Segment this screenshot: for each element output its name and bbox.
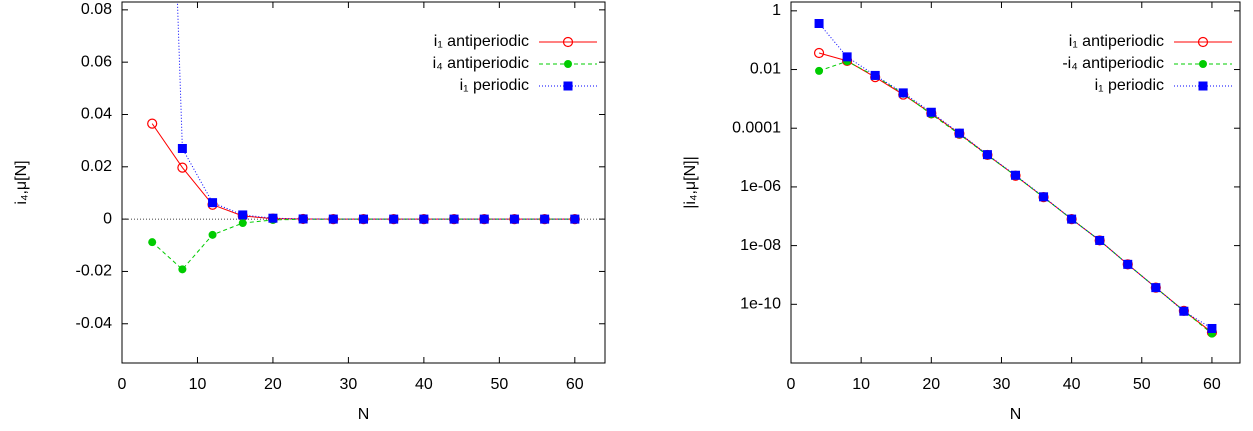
marker (449, 214, 459, 224)
series-line (818, 60, 1213, 335)
y-tick-label: 1e-10 (740, 296, 781, 313)
x-tick-label: 20 (922, 376, 940, 393)
marker (1011, 170, 1020, 180)
y-tick-label: 0 (103, 210, 112, 227)
y-tick-label: 0.04 (81, 106, 112, 123)
marker (564, 60, 572, 68)
marker (1197, 36, 1209, 48)
marker (298, 214, 308, 224)
x-tick-label: 10 (852, 376, 870, 393)
marker (1198, 81, 1208, 91)
marker (238, 219, 247, 228)
y-tick-label: 1e-08 (740, 237, 781, 254)
x-tick-label: 50 (490, 376, 508, 393)
marker (563, 81, 573, 91)
marker (814, 19, 824, 29)
legend-label: i₁ antiperiodic (434, 33, 529, 50)
marker (238, 210, 248, 220)
marker (1095, 235, 1105, 245)
plot-frame (790, 1, 1241, 364)
marker (177, 143, 187, 153)
x-tick-label: 60 (1203, 376, 1221, 393)
y-tick-label: 0.0001 (732, 119, 781, 136)
plot-area (147, 2, 580, 274)
marker (208, 198, 218, 208)
marker (842, 52, 852, 62)
chart: 0 10 20 30 40 50 60 -0.04 -0.02 0 0.02 0.04 0.06 0.08… (13, 1, 606, 423)
plot-frame (121, 1, 606, 364)
marker (509, 214, 519, 224)
marker (982, 150, 992, 160)
x-tick-label: 0 (787, 376, 796, 393)
marker (954, 128, 964, 138)
x-tick-label: 0 (118, 376, 127, 393)
marker (540, 214, 550, 224)
marker (268, 213, 278, 223)
marker (1123, 259, 1133, 269)
marker (389, 214, 399, 224)
x-axis-label: N (1010, 406, 1022, 423)
marker (177, 162, 188, 173)
x-tick-label: 60 (566, 376, 584, 393)
marker (208, 230, 217, 239)
legend-label: -i₄ antiperiodic (1062, 55, 1164, 72)
legend-label: i₁ periodic (460, 77, 529, 94)
y-tick-label: 1 (772, 2, 781, 19)
y-tick-label: 0.02 (81, 158, 112, 175)
y-tick-label: 0.06 (81, 53, 112, 70)
y-tick-label: 0.08 (81, 1, 112, 18)
marker (148, 238, 157, 247)
plot-area (813, 19, 1218, 338)
y-tick-label: 0.01 (750, 61, 781, 78)
series-line (151, 218, 575, 271)
x-tick-label: 30 (993, 376, 1011, 393)
y-tick-label: -0.02 (76, 263, 113, 280)
legend-label: i₄ antiperiodic (433, 55, 529, 72)
x-tick-label: 40 (1063, 376, 1081, 393)
x-axis-label: N (358, 406, 370, 423)
legend-label: i₁ antiperiodic (1069, 33, 1164, 50)
marker (419, 214, 429, 224)
x-tick-label: 20 (264, 376, 282, 393)
y-axis-label: |i₄,μ[N]| (682, 156, 699, 209)
legend-label: i₁ periodic (1095, 77, 1164, 94)
y-tick-label: 1e-06 (740, 178, 781, 195)
marker (870, 70, 880, 80)
marker (1067, 214, 1077, 224)
marker (813, 47, 825, 59)
x-tick-label: 40 (415, 376, 433, 393)
chart: 0 10 20 30 40 50 60 1e-10 1e-08 1e-06 0.0001 0.01 1 N… (682, 1, 1241, 423)
marker (178, 265, 187, 274)
y-axis-label: i₄,μ[N] (13, 160, 30, 204)
marker (328, 214, 338, 224)
marker (1207, 323, 1217, 333)
marker (1151, 283, 1161, 293)
marker (1039, 192, 1049, 202)
marker (570, 214, 580, 224)
marker (815, 66, 824, 75)
marker (898, 88, 908, 98)
marker (926, 107, 936, 117)
x-tick-label: 10 (189, 376, 207, 393)
marker (147, 118, 158, 129)
x-tick-label: 50 (1133, 376, 1151, 393)
marker (562, 36, 574, 48)
x-tick-label: 30 (340, 376, 358, 393)
marker (359, 214, 368, 224)
marker (1179, 306, 1189, 316)
y-tick-label: -0.04 (76, 315, 113, 332)
marker (1199, 60, 1207, 68)
marker (479, 214, 489, 224)
